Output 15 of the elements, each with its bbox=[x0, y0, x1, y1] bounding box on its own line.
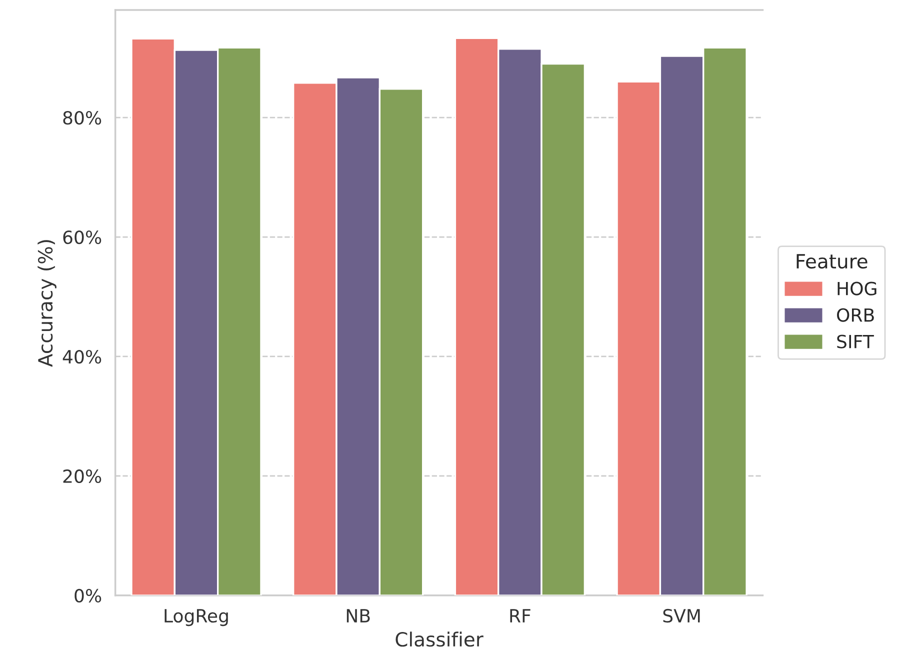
x-tick-label: SVM bbox=[663, 608, 700, 623]
y-tick-label: 20% bbox=[63, 469, 102, 484]
y-tick-label: 40% bbox=[62, 350, 102, 364]
y-tick-label: 0% bbox=[74, 588, 102, 603]
legend-label: HOG bbox=[838, 282, 876, 296]
y-tick-label: 60% bbox=[63, 230, 102, 244]
x-tick-label: RF bbox=[510, 609, 530, 622]
y-tick-label: 80% bbox=[63, 111, 102, 125]
x-axis-title: Classifier bbox=[396, 632, 484, 647]
y-axis-title: Accuracy (%) bbox=[38, 240, 56, 367]
legend-title: Feature bbox=[796, 254, 868, 269]
x-tick-label: LogReg bbox=[164, 609, 228, 626]
legend-label: ORB bbox=[837, 308, 874, 322]
x-tick-label: NB bbox=[346, 609, 370, 622]
legend-label: SIFT bbox=[837, 334, 874, 348]
